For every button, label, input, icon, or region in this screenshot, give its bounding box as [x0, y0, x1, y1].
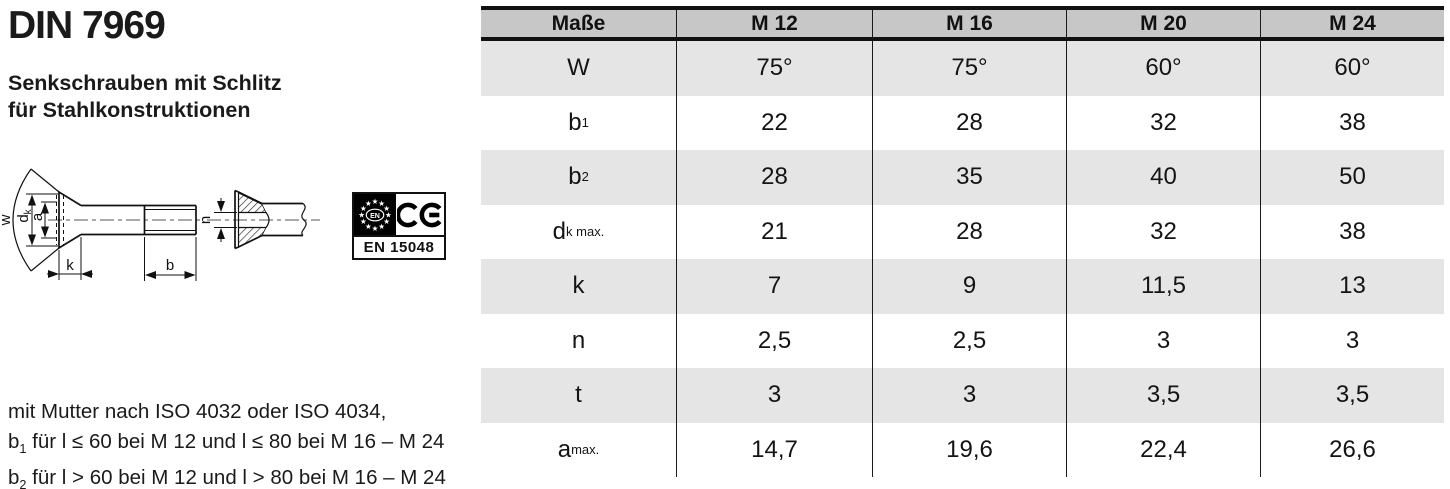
cell-value: 14,7 — [677, 422, 873, 477]
dimension-dk — [26, 193, 58, 247]
label-a: a — [29, 212, 46, 221]
cell-value: 22,4 — [1067, 422, 1261, 477]
cell-value: 2,5 — [873, 313, 1067, 368]
label-w: w — [0, 214, 14, 226]
svg-text:★: ★ — [383, 217, 390, 226]
cell-value: 60° — [1334, 54, 1371, 82]
cell-value: 50 — [1339, 163, 1366, 191]
footnote-line-3: b2 für l > 60 bei M 12 und l > 80 bei M … — [8, 466, 446, 489]
svg-text:★: ★ — [385, 210, 392, 219]
cell-value: 28 — [873, 95, 1067, 150]
dimension-table: Maße M 12 M 16 M 20 M 24 W 75° 75° 60° 6… — [481, 6, 1444, 477]
table-row-w: W 75° 75° 60° 60° — [481, 41, 1444, 96]
row-label: n — [481, 313, 677, 368]
svg-text:★: ★ — [358, 210, 365, 219]
table-row-k: k 7 9 11,5 13 — [481, 259, 1444, 314]
en-stars-logo: ★ ★ ★ ★ ★ ★ ★ ★ ★ ★ ★ ★ EN — [354, 194, 396, 235]
cell-value: 22 — [677, 95, 873, 150]
svg-text:★: ★ — [365, 198, 372, 207]
screw-technical-drawing: w dk a k b n — [0, 168, 320, 281]
countersink-angle-lines — [12, 168, 60, 272]
cell-value: 7 — [677, 259, 873, 314]
cell-value: 9 — [873, 259, 1067, 314]
svg-text:★: ★ — [372, 197, 379, 206]
subtitle-line-1: Senkschrauben mit Schlitz — [8, 71, 282, 95]
label-k: k — [66, 257, 74, 274]
page-subtitle: Senkschrauben mit Schlitz für Stahlkonst… — [8, 70, 282, 124]
row-label: W — [481, 41, 677, 96]
cell-value: 26,6 — [1329, 435, 1376, 463]
svg-text:★: ★ — [383, 203, 390, 212]
header-cell-m16: M 16 — [873, 10, 1067, 37]
ce-standard-label: EN 15048 — [354, 235, 444, 258]
cell-value: 40 — [1067, 150, 1261, 205]
cell-value: 3 — [1067, 313, 1261, 368]
cell-value: 75° — [677, 41, 873, 96]
svg-text:★: ★ — [378, 222, 385, 231]
label-dk: dk — [15, 208, 34, 222]
row-label: k — [481, 259, 677, 314]
row-label: a max. — [481, 422, 677, 477]
dimension-b — [144, 237, 197, 281]
svg-text:★: ★ — [378, 198, 385, 207]
row-label: t — [481, 368, 677, 423]
dimension-a — [41, 201, 57, 239]
header-cell-masse: Maße — [481, 10, 677, 37]
cell-value: 38 — [1339, 108, 1366, 136]
footnote-line-1: mit Mutter nach ISO 4032 oder ISO 4034, — [8, 400, 387, 423]
cell-value: 75° — [873, 41, 1067, 96]
dimension-n — [214, 198, 237, 242]
table-header-row: Maße M 12 M 16 M 20 M 24 — [481, 6, 1444, 41]
cell-value: 3,5 — [1067, 368, 1261, 423]
svg-text:★: ★ — [360, 217, 367, 226]
table-row-n: n 2,5 2,5 3 3 — [481, 313, 1444, 368]
cell-value: 2,5 — [677, 313, 873, 368]
cell-value: 60° — [1067, 41, 1261, 96]
cell-value: 28 — [677, 150, 873, 205]
cell-value: 13 — [1339, 272, 1366, 300]
cell-value: 19,6 — [873, 422, 1067, 477]
cell-value: 32 — [1067, 204, 1261, 259]
cell-value: 21 — [677, 204, 873, 259]
dimension-k — [47, 237, 93, 280]
cell-value: 3 — [873, 368, 1067, 423]
screw-side-view — [58, 190, 197, 250]
svg-text:★: ★ — [372, 223, 379, 232]
ce-certification-mark: ★ ★ ★ ★ ★ ★ ★ ★ ★ ★ ★ ★ EN — [352, 192, 446, 260]
cell-value: 3 — [677, 368, 873, 423]
cell-value: 38 — [1339, 217, 1366, 245]
cell-value: 3 — [1345, 326, 1360, 354]
svg-text:★: ★ — [360, 203, 367, 212]
ce-mark-icon — [396, 194, 444, 235]
cell-value: 28 — [873, 204, 1067, 259]
thread-minor-lines — [144, 209, 196, 231]
table-row-a-max: a max. 14,7 19,6 22,4 26,6 — [481, 422, 1444, 477]
header-cell-m24: M 24 — [1329, 11, 1376, 35]
footnote-line-2: b1 für l ≤ 60 bei M 12 und l ≤ 80 bei M … — [8, 429, 445, 456]
header-cell-m12: M 12 — [677, 10, 873, 37]
page-title: DIN 7969 — [8, 4, 166, 47]
svg-text:★: ★ — [365, 222, 372, 231]
header-cell-m20: M 20 — [1067, 10, 1261, 37]
cell-value: 32 — [1067, 95, 1261, 150]
cell-value: 3,5 — [1335, 381, 1370, 409]
label-b: b — [166, 257, 174, 274]
subtitle-line-2: für Stahlkonstruktionen — [8, 98, 251, 122]
label-n: n — [197, 216, 214, 224]
cell-value: 35 — [873, 150, 1067, 205]
footnote: mit Mutter nach ISO 4032 oder ISO 4034, … — [8, 397, 446, 489]
head-section-view — [234, 189, 307, 250]
cell-value: 11,5 — [1067, 259, 1261, 314]
hidden-slot-lines — [56, 195, 64, 245]
en-logo-text: EN — [370, 211, 380, 219]
table-row-t: t 3 3 3,5 3,5 — [481, 368, 1444, 423]
